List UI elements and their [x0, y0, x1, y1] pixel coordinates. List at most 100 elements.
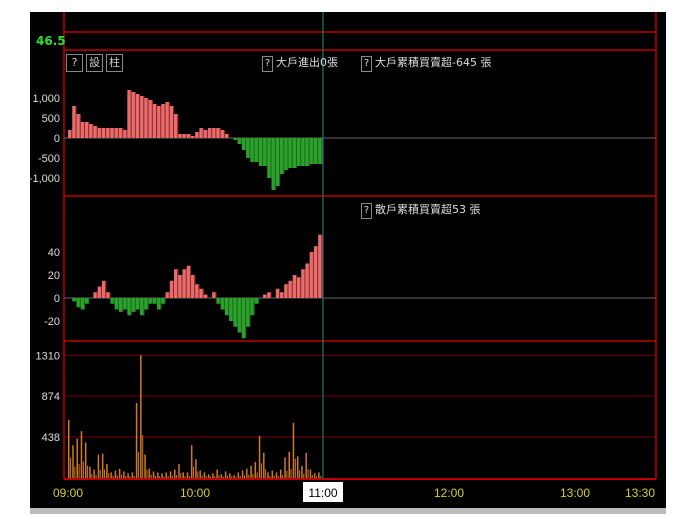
volume-bar: [311, 475, 313, 478]
help-icon[interactable]: ?: [361, 56, 372, 72]
volume-bar: [237, 472, 240, 478]
volume-bar: [305, 452, 307, 478]
data-bar: [165, 102, 170, 138]
data-bar-edge: [194, 136, 196, 138]
data-bar-edge: [215, 128, 217, 138]
data-bar: [157, 106, 162, 138]
data-bar-edge: [283, 138, 285, 174]
help-button[interactable]: ?: [66, 54, 83, 72]
data-bar-edge: [266, 294, 268, 298]
data-bar-edge: [96, 292, 98, 298]
data-bar-edge: [240, 298, 242, 333]
data-bar: [110, 128, 115, 138]
data-bar-edge: [189, 134, 191, 138]
volume-bar: [277, 476, 279, 478]
data-bar: [68, 130, 73, 138]
data-bar: [178, 134, 183, 138]
volume-bar: [307, 469, 309, 478]
data-bar-edge: [245, 298, 247, 339]
volume-bar: [180, 473, 182, 478]
data-bar-edge: [300, 277, 302, 298]
help-icon[interactable]: ?: [361, 203, 372, 219]
volume-bar: [318, 472, 320, 478]
data-bar: [224, 134, 230, 138]
x-tick-label: 12:00: [434, 486, 464, 500]
volume-bar: [258, 435, 261, 478]
data-bar-edge: [312, 138, 314, 164]
data-bar: [203, 130, 208, 138]
data-bar: [161, 104, 166, 138]
volume-bar: [129, 476, 131, 478]
data-bar: [182, 134, 187, 138]
data-bar-edge: [253, 298, 255, 316]
data-bar: [135, 298, 141, 310]
data-bar-edge: [223, 298, 225, 310]
volume-bar: [188, 476, 190, 478]
volume-bar: [229, 473, 231, 478]
y-tick-label: -20: [44, 316, 60, 328]
y-tick-label: -500: [38, 153, 60, 165]
volume-bar: [121, 474, 122, 478]
data-bar-edge: [262, 138, 264, 166]
data-bar-edge: [194, 275, 196, 298]
volume-bar: [275, 472, 278, 478]
data-bar-edge: [117, 128, 119, 138]
scroll-bar[interactable]: [30, 508, 666, 514]
data-bar: [148, 100, 153, 138]
data-bar: [152, 104, 158, 138]
data-bar-edge: [198, 284, 200, 298]
volume-bar: [199, 470, 201, 478]
data-bar: [296, 277, 302, 298]
data-bar-edge: [156, 104, 158, 138]
data-bar-edge: [79, 114, 81, 138]
data-bar: [169, 106, 174, 138]
volume-bar: [146, 469, 148, 478]
data-bar-edge: [228, 298, 230, 316]
data-bar-edge: [321, 138, 323, 164]
volume-bar: [205, 476, 207, 478]
data-bar: [161, 298, 166, 304]
data-bar-edge: [206, 294, 208, 298]
data-bar-edge: [75, 106, 77, 138]
bar-mode-button[interactable]: 柱: [106, 54, 123, 72]
legend-retail-cumulative: ? 散戶累積買賣超53 張: [361, 201, 481, 219]
volume-bar: [222, 476, 224, 478]
data-bar: [165, 292, 170, 298]
data-bar: [254, 298, 259, 304]
data-bar-edge: [291, 280, 293, 298]
data-bar-edge: [151, 298, 153, 304]
data-bar-edge: [147, 98, 149, 138]
volume-bar: [254, 462, 257, 478]
data-bar-edge: [206, 130, 208, 138]
data-bar-edge: [109, 292, 111, 298]
settings-button[interactable]: 設: [86, 54, 103, 72]
data-bar-edge: [308, 138, 310, 166]
volume-bar: [290, 468, 292, 478]
data-bar-edge: [249, 138, 251, 158]
volume-bar: [95, 475, 97, 478]
volume-bar: [239, 476, 241, 478]
data-bar: [267, 138, 272, 178]
data-bar-edge: [105, 128, 107, 138]
volume-bar: [203, 472, 206, 478]
data-bar: [89, 124, 94, 138]
volume-bar: [163, 476, 165, 478]
data-bar: [140, 96, 145, 138]
data-bar-edge: [160, 298, 162, 310]
data-bar-edge: [317, 138, 319, 164]
data-bar: [140, 298, 145, 316]
help-icon[interactable]: ?: [262, 56, 273, 72]
data-bar-edge: [266, 138, 268, 166]
data-bar: [220, 130, 225, 138]
data-bar-edge: [177, 114, 179, 138]
data-bar-edge: [134, 298, 136, 312]
data-bar-edge: [122, 128, 124, 138]
data-bar-edge: [143, 96, 145, 138]
volume-bar: [294, 458, 296, 478]
data-bar: [131, 92, 136, 138]
data-bar: [301, 269, 306, 298]
data-bar-edge: [164, 104, 166, 138]
cursor-time-label: 11:00: [308, 486, 337, 500]
y-tick-label: 438: [42, 432, 60, 444]
